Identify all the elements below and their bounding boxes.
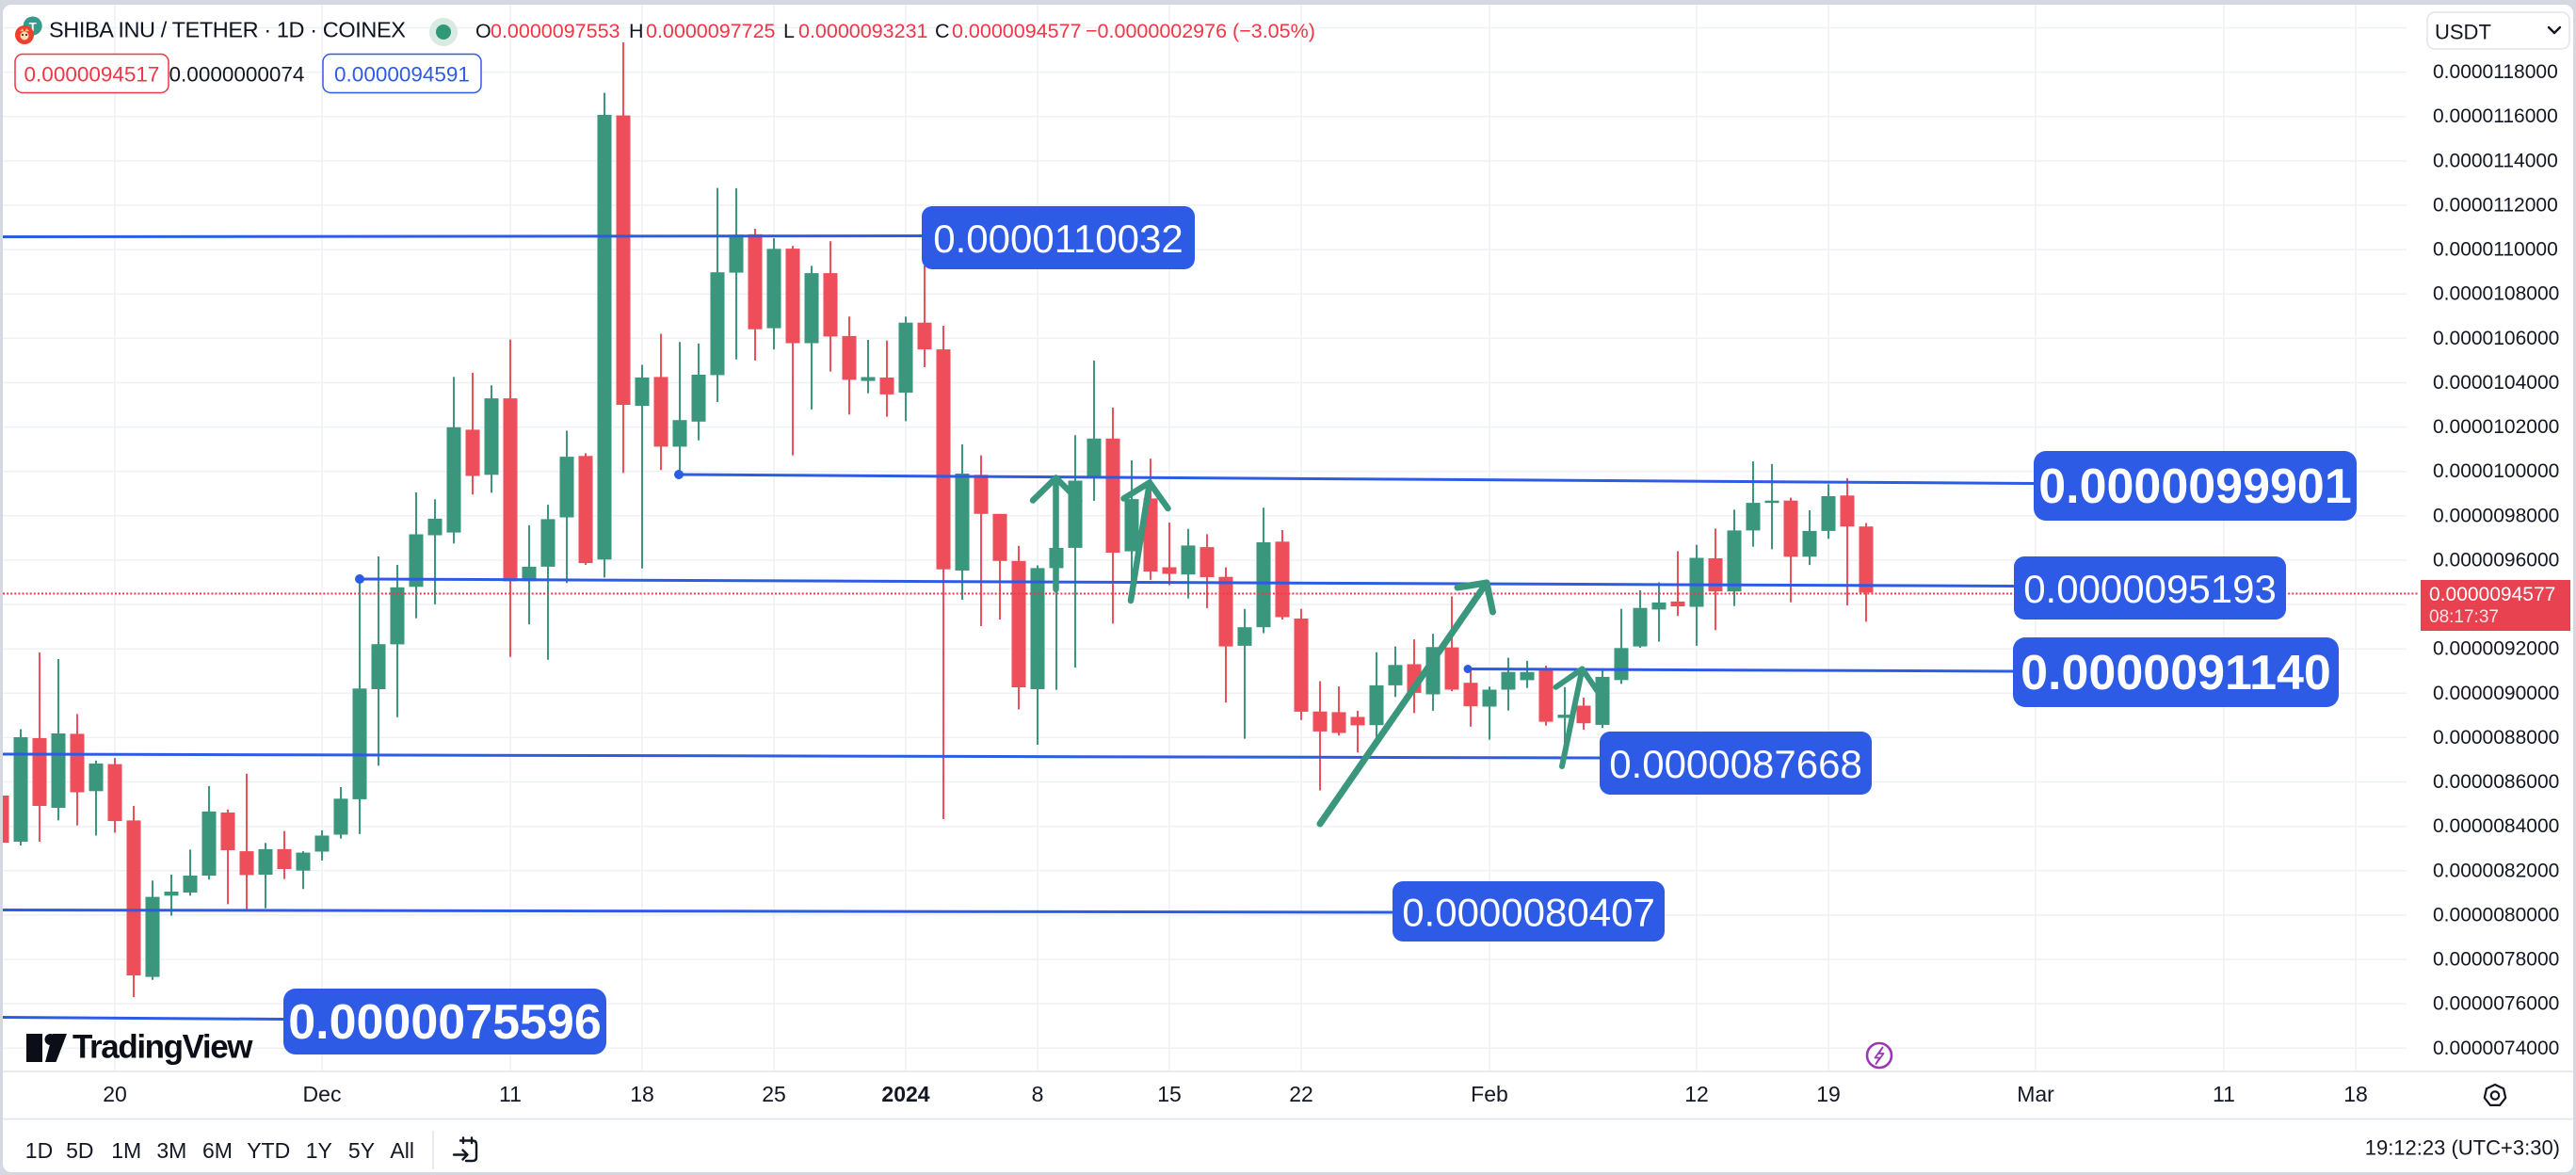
- svg-text:12: 12: [1684, 1082, 1709, 1106]
- svg-text:Feb: Feb: [1471, 1082, 1508, 1106]
- svg-text:SHIBA INU / TETHER · 1D · COIN: SHIBA INU / TETHER · 1D · COINEX: [49, 18, 406, 42]
- svg-text:0.0000087668: 0.0000087668: [1609, 742, 1862, 786]
- svg-text:20: 20: [103, 1082, 127, 1106]
- svg-text:0.0000116000: 0.0000116000: [2433, 105, 2558, 127]
- svg-text:Mar: Mar: [2017, 1082, 2054, 1106]
- svg-text:0.0000084000: 0.0000084000: [2433, 815, 2559, 837]
- svg-text:0.0000075596: 0.0000075596: [288, 995, 602, 1050]
- svg-text:0.0000097553: 0.0000097553: [491, 20, 620, 42]
- svg-text:1Y: 1Y: [306, 1138, 332, 1163]
- svg-text:0.0000090000: 0.0000090000: [2433, 683, 2559, 704]
- svg-text:1D: 1D: [25, 1138, 53, 1163]
- svg-text:0.0000099901: 0.0000099901: [2038, 459, 2352, 514]
- svg-text:0.0000094591: 0.0000094591: [334, 63, 470, 87]
- svg-text:11: 11: [2213, 1082, 2235, 1106]
- svg-text:19:12:23 (UTC+3:30): 19:12:23 (UTC+3:30): [2365, 1136, 2560, 1160]
- svg-text:6M: 6M: [202, 1138, 233, 1163]
- svg-text:YTD: YTD: [247, 1138, 290, 1163]
- svg-text:All: All: [390, 1138, 414, 1163]
- svg-text:0.0000100000: 0.0000100000: [2433, 460, 2559, 482]
- svg-text:0.0000114000: 0.0000114000: [2433, 150, 2558, 171]
- svg-text:Dec: Dec: [303, 1082, 342, 1106]
- svg-text:0.0000078000: 0.0000078000: [2433, 949, 2559, 971]
- svg-text:0.0000112000: 0.0000112000: [2433, 195, 2558, 217]
- svg-text:5D: 5D: [66, 1138, 93, 1163]
- svg-text:0.0000102000: 0.0000102000: [2433, 416, 2559, 438]
- svg-text:H: H: [629, 20, 644, 42]
- svg-text:15: 15: [1157, 1082, 1182, 1106]
- svg-text:0.0000110000: 0.0000110000: [2433, 239, 2558, 261]
- svg-text:0.0000092000: 0.0000092000: [2433, 638, 2559, 660]
- svg-text:T: T: [29, 20, 37, 34]
- svg-text:0.0000088000: 0.0000088000: [2433, 727, 2559, 748]
- svg-text:0.0000091140: 0.0000091140: [2021, 646, 2331, 700]
- svg-text:22: 22: [1289, 1082, 1313, 1106]
- svg-text:L: L: [783, 20, 795, 42]
- svg-text:0.0000076000: 0.0000076000: [2433, 993, 2559, 1015]
- svg-text:19: 19: [1816, 1082, 1841, 1106]
- svg-text:0.0000110032: 0.0000110032: [933, 217, 1183, 261]
- svg-text:0.0000094577: 0.0000094577: [2429, 584, 2555, 605]
- svg-text:−0.0000002976 (−3.05%): −0.0000002976 (−3.05%): [1086, 20, 1315, 42]
- svg-text:0.0000097725: 0.0000097725: [646, 20, 776, 42]
- svg-text:0.0000082000: 0.0000082000: [2433, 860, 2559, 881]
- svg-text:TradingView: TradingView: [72, 1029, 253, 1066]
- svg-text:0.0000000074: 0.0000000074: [169, 63, 305, 87]
- svg-text:18: 18: [630, 1082, 654, 1106]
- svg-text:0.0000080000: 0.0000080000: [2433, 904, 2559, 926]
- svg-text:C: C: [935, 20, 950, 42]
- svg-text:O: O: [475, 20, 491, 42]
- svg-text:0.0000096000: 0.0000096000: [2433, 549, 2559, 571]
- svg-text:5Y: 5Y: [348, 1138, 375, 1163]
- svg-text:25: 25: [762, 1082, 786, 1106]
- svg-text:0.0000094577: 0.0000094577: [952, 20, 1082, 42]
- svg-text:0.0000093231: 0.0000093231: [798, 20, 928, 42]
- svg-text:8: 8: [1032, 1082, 1044, 1106]
- svg-text:0.0000080407: 0.0000080407: [1402, 891, 1655, 935]
- svg-text:0.0000094517: 0.0000094517: [24, 63, 160, 87]
- svg-text:0.0000108000: 0.0000108000: [2433, 283, 2559, 305]
- svg-text:1M: 1M: [111, 1138, 141, 1163]
- svg-text:0.0000098000: 0.0000098000: [2433, 505, 2559, 526]
- svg-text:0.0000086000: 0.0000086000: [2433, 771, 2559, 793]
- svg-text:08:17:37: 08:17:37: [2429, 607, 2499, 627]
- svg-text:USDT: USDT: [2435, 21, 2491, 44]
- svg-text:11: 11: [499, 1082, 522, 1106]
- svg-text:18: 18: [2343, 1082, 2368, 1106]
- svg-text:3M: 3M: [156, 1138, 186, 1163]
- svg-text:0.0000104000: 0.0000104000: [2433, 372, 2559, 394]
- svg-text:0.0000106000: 0.0000106000: [2433, 328, 2559, 349]
- svg-text:0.0000118000: 0.0000118000: [2433, 61, 2558, 83]
- svg-text:2024: 2024: [881, 1082, 929, 1106]
- svg-text:0.0000074000: 0.0000074000: [2433, 1038, 2559, 1059]
- svg-text:0.0000095193: 0.0000095193: [2023, 567, 2277, 611]
